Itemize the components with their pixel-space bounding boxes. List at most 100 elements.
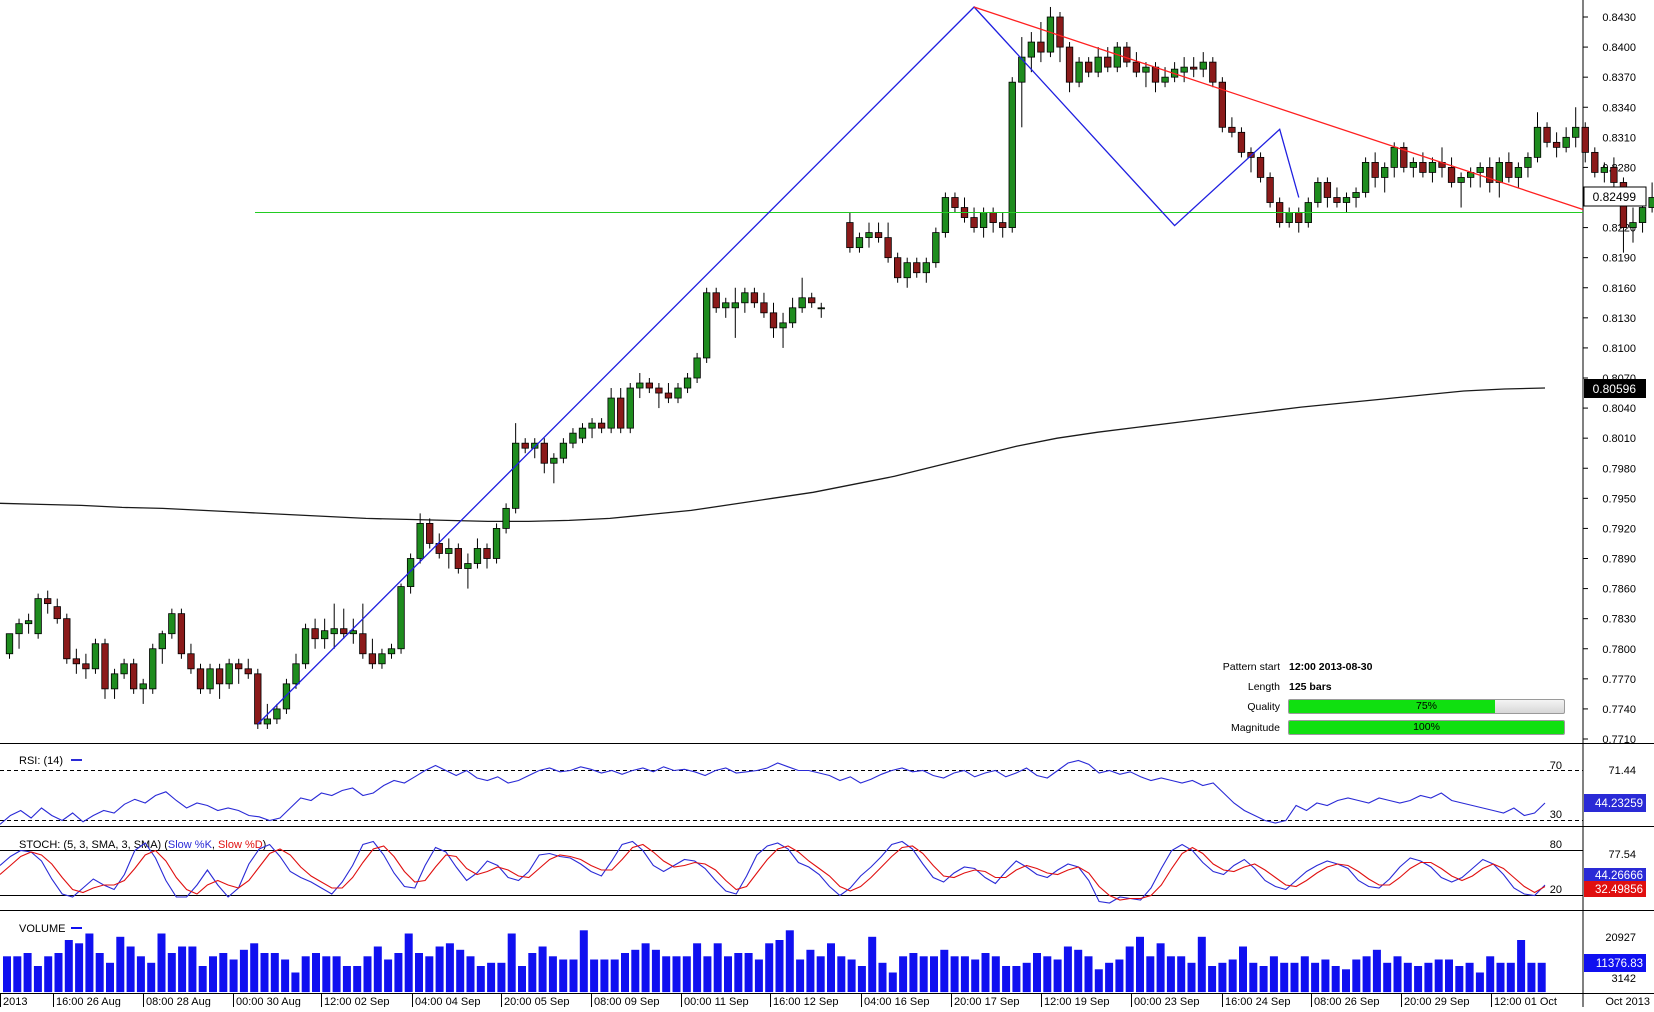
volume-bar bbox=[868, 936, 877, 993]
volume-bar bbox=[703, 956, 712, 993]
candle bbox=[1132, 52, 1141, 78]
volume-bar bbox=[1249, 962, 1258, 993]
time-tick-label: 12:00 19 Sep bbox=[1044, 996, 1109, 1007]
candle bbox=[1056, 11, 1064, 63]
volume-bar bbox=[476, 966, 485, 992]
candle bbox=[1486, 157, 1494, 193]
candle-body bbox=[979, 212, 988, 228]
volume-bar bbox=[754, 959, 763, 992]
volume-title: VOLUME bbox=[19, 923, 65, 935]
volume-bar bbox=[734, 953, 743, 992]
candle-body bbox=[817, 307, 825, 310]
candle-body bbox=[1209, 61, 1217, 83]
candle bbox=[426, 518, 434, 549]
volume-bar bbox=[1063, 946, 1072, 992]
time-axis-end-label: Oct 2013 bbox=[1605, 996, 1650, 1007]
volume-bar bbox=[1269, 956, 1278, 993]
candle-body bbox=[1552, 141, 1561, 148]
volume-bar bbox=[1012, 966, 1021, 992]
candle bbox=[1572, 107, 1580, 148]
volume-bar bbox=[394, 953, 403, 992]
rsi-value-label: 44.23259 bbox=[1595, 798, 1643, 810]
candle bbox=[340, 608, 348, 639]
volume-bar bbox=[1372, 949, 1381, 993]
candle-body bbox=[301, 628, 310, 665]
candle bbox=[397, 583, 405, 654]
volume-bar bbox=[270, 953, 279, 992]
candle-body bbox=[1390, 146, 1398, 168]
candle-body bbox=[254, 673, 262, 725]
candle-body bbox=[464, 563, 472, 569]
candle bbox=[655, 383, 663, 409]
candle-body bbox=[492, 528, 501, 559]
candle-body bbox=[63, 618, 71, 660]
rsi-tick-70: 70 bbox=[1550, 760, 1562, 772]
volume-panel: VOLUME 20927 3142 11376.83 bbox=[0, 923, 1654, 994]
price-tick-label: 0.8040 bbox=[1602, 403, 1636, 415]
stoch-k-legend: Slow %K bbox=[168, 839, 213, 851]
candle bbox=[225, 658, 233, 689]
volume-bar bbox=[229, 959, 238, 992]
volume-bar bbox=[1383, 962, 1392, 993]
candle-body bbox=[101, 643, 109, 690]
volume-bar bbox=[1053, 959, 1062, 992]
candle bbox=[44, 590, 52, 614]
candle-body bbox=[1123, 46, 1131, 63]
volume-bar bbox=[260, 953, 269, 992]
candle-body bbox=[120, 663, 128, 675]
resistance-line bbox=[973, 6, 1584, 211]
volume-bar bbox=[415, 953, 423, 992]
volume-bar bbox=[3, 956, 11, 993]
candle bbox=[1400, 142, 1408, 173]
volume-bar bbox=[1280, 962, 1289, 993]
candle bbox=[846, 212, 854, 253]
candle-body bbox=[82, 663, 90, 670]
volume-bar bbox=[1527, 962, 1536, 993]
volume-bar bbox=[641, 943, 650, 993]
volume-bar bbox=[44, 956, 53, 993]
volume-bar bbox=[198, 966, 207, 992]
candle-body bbox=[368, 653, 377, 665]
volume-bar bbox=[651, 949, 660, 993]
volume-bar bbox=[1300, 956, 1309, 993]
candle-body bbox=[865, 232, 873, 239]
candle-body bbox=[521, 442, 529, 449]
candle bbox=[1533, 112, 1542, 163]
candle-body bbox=[387, 648, 396, 655]
candle bbox=[187, 643, 195, 674]
candle-body bbox=[1428, 162, 1437, 173]
candle-body bbox=[855, 237, 864, 249]
candle-body bbox=[1027, 41, 1035, 58]
candle-body bbox=[1237, 131, 1246, 153]
volume-bar bbox=[1136, 936, 1144, 993]
volume-bar bbox=[1156, 943, 1165, 993]
volume-bar bbox=[167, 953, 176, 992]
volume-bar bbox=[960, 956, 969, 993]
price-tick-label: 0.7710 bbox=[1602, 734, 1636, 746]
candle bbox=[750, 287, 759, 308]
price-tick-label: 0.8190 bbox=[1602, 253, 1636, 265]
candle-body bbox=[1266, 177, 1274, 203]
candle bbox=[454, 543, 463, 574]
candle-body bbox=[750, 292, 759, 304]
volume-bar bbox=[23, 953, 32, 992]
candle-body bbox=[1075, 61, 1083, 83]
volume-bar bbox=[250, 943, 259, 993]
time-tick-label: 08:00 26 Sep bbox=[1314, 996, 1379, 1007]
candle-body bbox=[1533, 126, 1542, 158]
candle-body bbox=[483, 548, 491, 559]
volume-tick-bottom: 3142 bbox=[1612, 973, 1636, 985]
candle-body bbox=[703, 292, 711, 359]
price-tick-label: 0.8430 bbox=[1602, 12, 1636, 24]
time-tick-label: 12:00 02 Sep bbox=[324, 996, 389, 1007]
volume-bar bbox=[528, 953, 537, 992]
candle bbox=[808, 292, 816, 308]
candle bbox=[521, 438, 529, 454]
candle bbox=[588, 418, 596, 439]
candle bbox=[1123, 42, 1131, 68]
candle-body bbox=[1638, 207, 1647, 223]
candle-body bbox=[1610, 167, 1618, 183]
time-tick-label: 00:00 30 Aug bbox=[236, 996, 301, 1007]
candle bbox=[741, 287, 749, 313]
